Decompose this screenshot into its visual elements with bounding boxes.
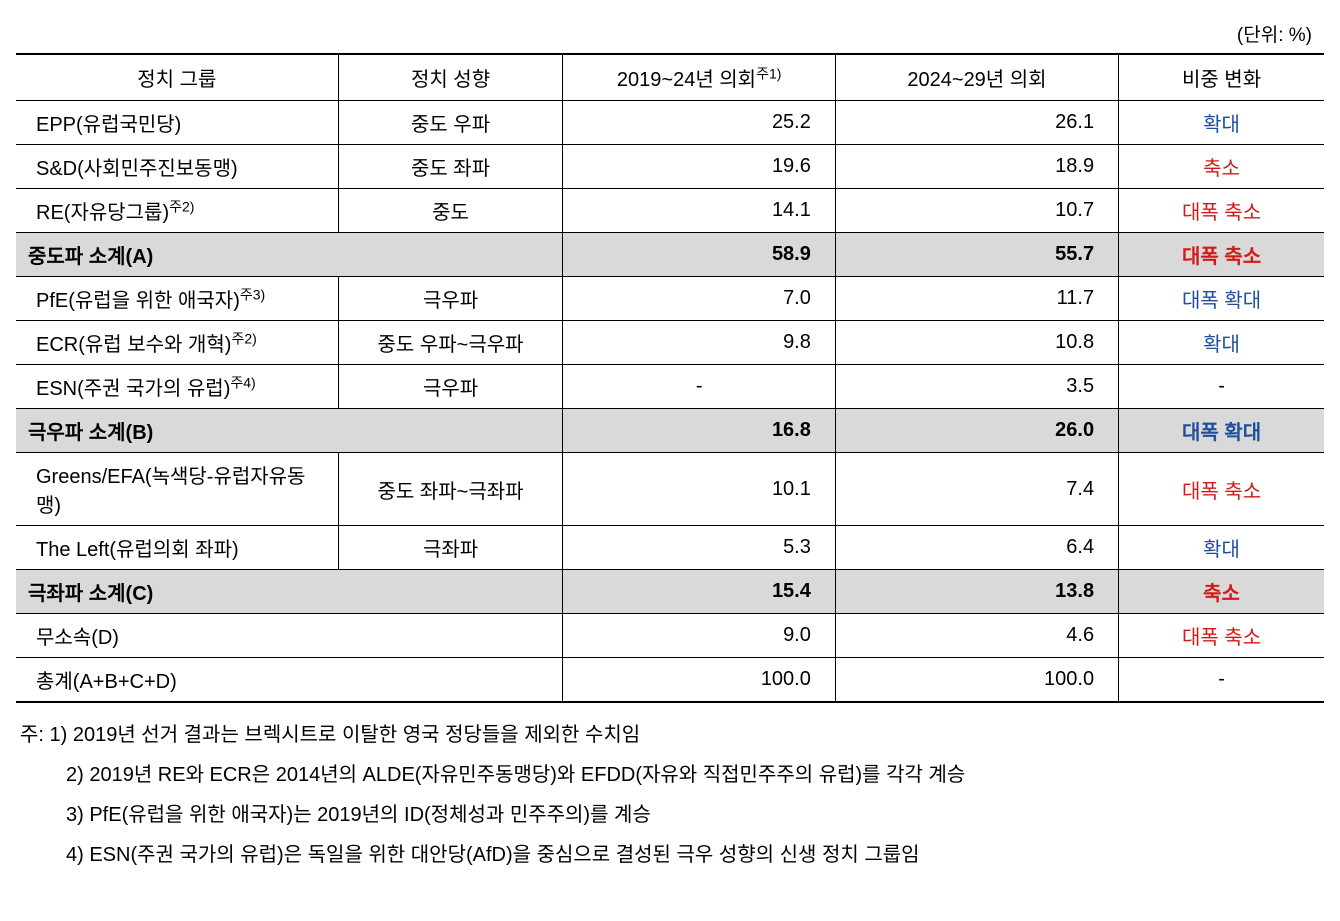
cell-2024: 26.0	[835, 409, 1118, 453]
cell-group: 극좌파 소계(C)	[16, 570, 563, 614]
cell-2024: 6.4	[835, 526, 1118, 570]
cell-change: 축소	[1119, 570, 1324, 614]
cell-change: -	[1119, 365, 1324, 409]
footnote-line: 주: 1) 2019년 선거 결과는 브렉시트로 이탈한 영국 정당들을 제외한…	[20, 715, 1320, 755]
cell-group: The Left(유럽의회 좌파)	[16, 526, 338, 570]
cell-orientation: 중도 좌파	[338, 145, 563, 189]
cell-change: 확대	[1119, 321, 1324, 365]
table-row: 무소속(D)9.04.6대폭 축소	[16, 614, 1324, 658]
cell-2024: 10.8	[835, 321, 1118, 365]
cell-orientation: 중도 우파	[338, 101, 563, 145]
cell-2024: 11.7	[835, 277, 1118, 321]
footnotes: 주: 1) 2019년 선거 결과는 브렉시트로 이탈한 영국 정당들을 제외한…	[16, 703, 1324, 875]
col-header-2024: 2024~29년 의회	[835, 54, 1118, 101]
cell-2019: 5.3	[563, 526, 835, 570]
cell-group: 극우파 소계(B)	[16, 409, 563, 453]
col-header-group: 정치 그룹	[16, 54, 338, 101]
cell-change: 대폭 확대	[1119, 277, 1324, 321]
cell-group: 무소속(D)	[16, 614, 563, 658]
cell-2019: 58.9	[563, 233, 835, 277]
cell-2019: 9.8	[563, 321, 835, 365]
footnote-line: 2) 2019년 RE와 ECR은 2014년의 ALDE(자유민주동맹당)와 …	[20, 755, 1320, 795]
cell-2019: 15.4	[563, 570, 835, 614]
cell-2024: 55.7	[835, 233, 1118, 277]
footnote-line: 4) ESN(주권 국가의 유럽)은 독일을 위한 대안당(AfD)을 중심으로…	[20, 835, 1320, 875]
table-row: 총계(A+B+C+D)100.0100.0-	[16, 658, 1324, 703]
cell-group: 중도파 소계(A)	[16, 233, 563, 277]
cell-2019: -	[563, 365, 835, 409]
table-row: 극좌파 소계(C)15.413.8축소	[16, 570, 1324, 614]
cell-group: RE(자유당그룹)주2)	[16, 189, 338, 233]
cell-change: 대폭 축소	[1119, 453, 1324, 526]
political-groups-table: 정치 그룹 정치 성향 2019~24년 의회주1) 2024~29년 의회 비…	[16, 53, 1324, 703]
cell-change: 대폭 축소	[1119, 189, 1324, 233]
cell-group: PfE(유럽을 위한 애국자)주3)	[16, 277, 338, 321]
cell-change: 확대	[1119, 526, 1324, 570]
col-header-change: 비중 변화	[1119, 54, 1324, 101]
cell-change: 축소	[1119, 145, 1324, 189]
cell-orientation: 중도 좌파~극좌파	[338, 453, 563, 526]
cell-2024: 3.5	[835, 365, 1118, 409]
cell-2024: 26.1	[835, 101, 1118, 145]
cell-group: ECR(유럽 보수와 개혁)주2)	[16, 321, 338, 365]
cell-group: 총계(A+B+C+D)	[16, 658, 563, 703]
cell-2024: 100.0	[835, 658, 1118, 703]
cell-orientation: 극좌파	[338, 526, 563, 570]
cell-change: 대폭 축소	[1119, 233, 1324, 277]
cell-2024: 7.4	[835, 453, 1118, 526]
table-row: EPP(유럽국민당)중도 우파25.226.1확대	[16, 101, 1324, 145]
unit-label: (단위: %)	[16, 16, 1324, 53]
cell-2019: 19.6	[563, 145, 835, 189]
cell-2024: 18.9	[835, 145, 1118, 189]
cell-group: S&D(사회민주진보동맹)	[16, 145, 338, 189]
cell-orientation: 중도 우파~극우파	[338, 321, 563, 365]
col-header-2019: 2019~24년 의회주1)	[563, 54, 835, 101]
table-row: PfE(유럽을 위한 애국자)주3)극우파7.011.7대폭 확대	[16, 277, 1324, 321]
cell-change: 대폭 축소	[1119, 614, 1324, 658]
table-row: Greens/EFA(녹색당-유럽자유동맹)중도 좌파~극좌파10.17.4대폭…	[16, 453, 1324, 526]
cell-2024: 10.7	[835, 189, 1118, 233]
cell-2024: 13.8	[835, 570, 1118, 614]
table-row: ESN(주권 국가의 유럽)주4)극우파-3.5-	[16, 365, 1324, 409]
cell-orientation: 극우파	[338, 277, 563, 321]
cell-2024: 4.6	[835, 614, 1118, 658]
cell-2019: 10.1	[563, 453, 835, 526]
cell-2019: 16.8	[563, 409, 835, 453]
cell-orientation: 극우파	[338, 365, 563, 409]
cell-2019: 14.1	[563, 189, 835, 233]
cell-group: ESN(주권 국가의 유럽)주4)	[16, 365, 338, 409]
table-row: S&D(사회민주진보동맹)중도 좌파19.618.9축소	[16, 145, 1324, 189]
cell-group: Greens/EFA(녹색당-유럽자유동맹)	[16, 453, 338, 526]
table-row: The Left(유럽의회 좌파)극좌파5.36.4확대	[16, 526, 1324, 570]
table-row: ECR(유럽 보수와 개혁)주2)중도 우파~극우파9.810.8확대	[16, 321, 1324, 365]
cell-2019: 7.0	[563, 277, 835, 321]
cell-2019: 9.0	[563, 614, 835, 658]
cell-orientation: 중도	[338, 189, 563, 233]
cell-change: 대폭 확대	[1119, 409, 1324, 453]
footnote-line: 3) PfE(유럽을 위한 애국자)는 2019년의 ID(정체성과 민주주의)…	[20, 795, 1320, 835]
table-row: 중도파 소계(A)58.955.7대폭 축소	[16, 233, 1324, 277]
cell-2019: 25.2	[563, 101, 835, 145]
col-header-orient: 정치 성향	[338, 54, 563, 101]
table-header-row: 정치 그룹 정치 성향 2019~24년 의회주1) 2024~29년 의회 비…	[16, 54, 1324, 101]
cell-group: EPP(유럽국민당)	[16, 101, 338, 145]
table-body: EPP(유럽국민당)중도 우파25.226.1확대S&D(사회민주진보동맹)중도…	[16, 101, 1324, 703]
table-row: RE(자유당그룹)주2)중도14.110.7대폭 축소	[16, 189, 1324, 233]
cell-change: -	[1119, 658, 1324, 703]
cell-2019: 100.0	[563, 658, 835, 703]
cell-change: 확대	[1119, 101, 1324, 145]
table-row: 극우파 소계(B)16.826.0대폭 확대	[16, 409, 1324, 453]
